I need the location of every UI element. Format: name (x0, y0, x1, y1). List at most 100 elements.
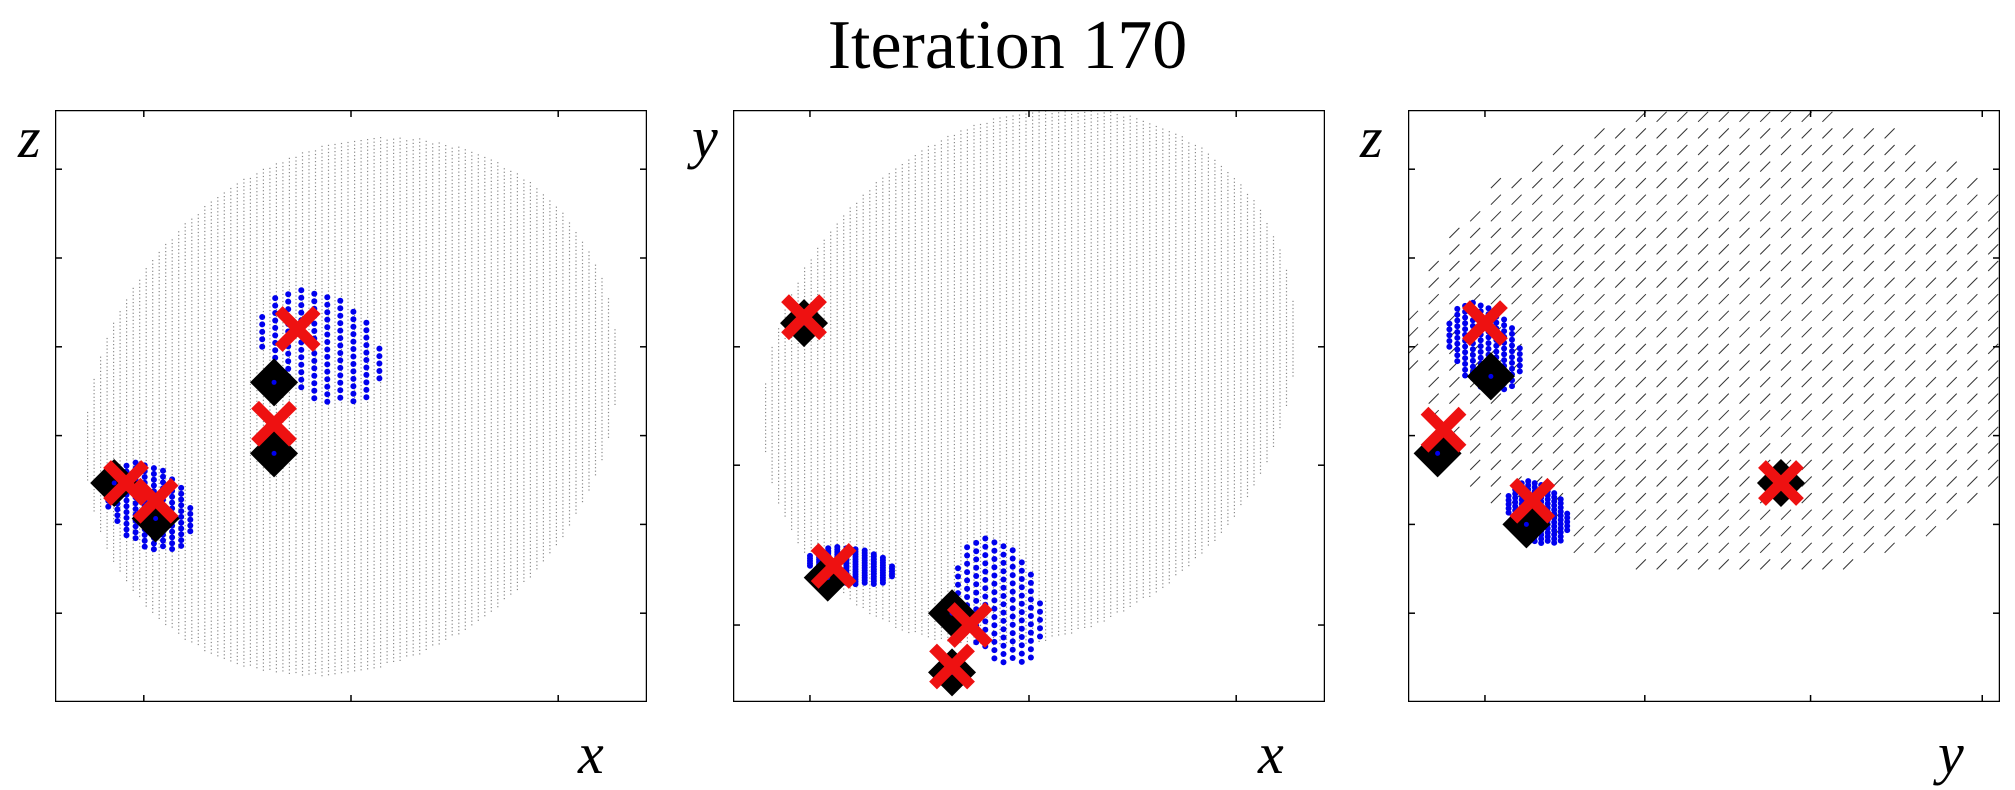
cloud-point (210, 464, 212, 466)
cloud-point (314, 665, 317, 667)
panel-xz-plot (55, 110, 647, 702)
cloud-point (256, 301, 258, 303)
cloud-point (139, 446, 141, 448)
cloud-point (243, 619, 245, 621)
cloud-point (275, 330, 277, 332)
cloud-point (347, 628, 349, 630)
cloud-point (204, 603, 206, 605)
cloud-point (262, 556, 264, 558)
cloud-point (184, 400, 186, 402)
cloud-point (301, 592, 304, 594)
cloud-point (132, 387, 134, 389)
cloud-point (327, 329, 330, 331)
cloud-point (347, 234, 349, 236)
cloud-point (314, 459, 317, 461)
cloud-point (158, 585, 160, 587)
cloud-point (184, 354, 186, 356)
cloud-point (158, 354, 160, 357)
cloud-point (191, 343, 193, 345)
cloud-point (301, 521, 304, 523)
cloud-point (354, 442, 356, 445)
cloud-point (197, 587, 199, 589)
cloud-point (236, 456, 238, 459)
cloud-point (171, 431, 173, 433)
cloud-point (184, 425, 186, 427)
cloud-point (87, 436, 89, 438)
cloud-point (191, 399, 193, 401)
cloud-point (184, 404, 186, 406)
cloud-point (132, 319, 134, 321)
cloud-point (145, 314, 147, 316)
cloud-point (113, 354, 115, 356)
cloud-point (269, 473, 271, 475)
cloud-point (347, 184, 349, 186)
cloud-point (171, 416, 173, 419)
cloud-point (249, 501, 251, 503)
cloud-point (243, 416, 245, 418)
cloud-point (191, 446, 193, 448)
cloud-point (321, 156, 323, 158)
cloud-point (230, 425, 232, 428)
cloud-point (249, 284, 251, 286)
cloud-point (321, 440, 323, 442)
cloud-point (106, 519, 108, 521)
cloud-point (249, 469, 251, 471)
cloud-point (249, 660, 251, 663)
cloud-point (269, 309, 271, 312)
cloud-point (178, 401, 180, 403)
cloud-point (321, 639, 323, 641)
cloud-point (223, 487, 225, 489)
cloud-point (236, 311, 238, 313)
cloud-point (249, 433, 251, 435)
cloud-point (269, 182, 271, 184)
cloud-point (288, 569, 290, 571)
cloud-point (145, 300, 147, 302)
cloud-point (327, 191, 330, 193)
cloud-point (243, 214, 245, 216)
cloud-point (145, 552, 147, 554)
cloud-point (295, 231, 297, 233)
cloud-point (347, 557, 349, 559)
cloud-point (262, 293, 264, 295)
cloud-point (152, 451, 154, 453)
cloud-point (243, 207, 245, 209)
cloud-point (340, 597, 343, 599)
cloud-point (295, 309, 297, 311)
cloud-point (308, 275, 310, 277)
cloud-point (243, 317, 245, 319)
cloud-point (334, 154, 336, 156)
cloud-point (288, 207, 290, 209)
cloud-point (197, 224, 199, 226)
cloud-point (301, 479, 304, 481)
cloud-point (165, 329, 167, 331)
cloud-point (288, 285, 290, 287)
cloud-point (334, 264, 336, 266)
cloud-point (262, 655, 264, 657)
cloud-point (230, 255, 232, 257)
cloud-point (223, 355, 225, 357)
cloud-point (314, 544, 317, 546)
cloud-point (288, 257, 290, 259)
cloud-point (236, 545, 238, 547)
cloud-point (217, 569, 219, 572)
cloud-point (321, 337, 323, 339)
cloud-point (301, 155, 304, 158)
cloud-point (321, 387, 323, 389)
cloud-point (282, 545, 284, 548)
cloud-point (327, 148, 330, 150)
cloud-point (354, 666, 356, 668)
cloud-point (223, 462, 225, 464)
cloud-point (295, 401, 297, 404)
cloud-point (249, 359, 251, 361)
cloud-point (334, 531, 336, 533)
cloud-point (158, 475, 160, 477)
cloud-point (249, 341, 251, 343)
cloud-point (204, 284, 206, 286)
cloud-point (340, 182, 343, 184)
cloud-point (360, 623, 362, 625)
cloud-point (321, 444, 323, 446)
cloud-point (132, 422, 134, 424)
cloud-point (295, 291, 297, 293)
cloud-point (204, 223, 206, 225)
cloud-point (314, 228, 317, 230)
